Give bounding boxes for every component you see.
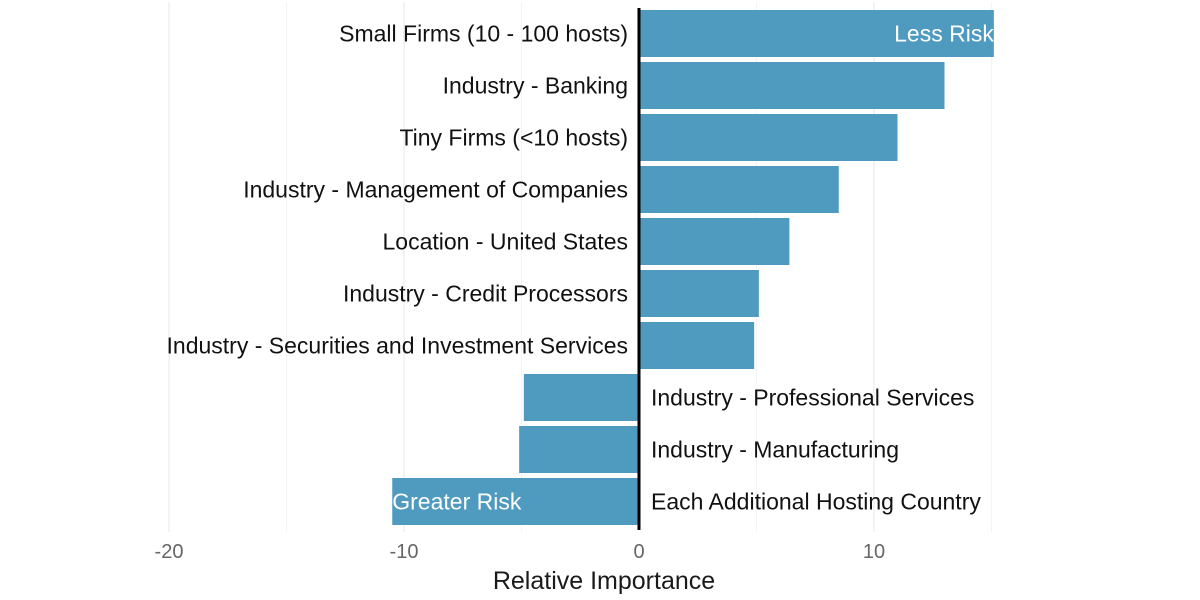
x-tick-label: -10	[390, 541, 419, 563]
category-label: Industry - Banking	[443, 73, 628, 99]
category-label: Industry - Manufacturing	[651, 437, 899, 463]
risk-annotation: Less Risk	[894, 21, 994, 47]
bar	[523, 374, 639, 421]
bar	[639, 218, 790, 265]
category-label: Industry - Professional Services	[651, 385, 974, 411]
risk-annotation: Greater Risk	[392, 489, 522, 515]
annotations: Less Risk Greater Risk	[392, 21, 994, 515]
category-label: Industry - Credit Processors	[343, 281, 628, 307]
x-tick-label: -20	[155, 541, 184, 563]
category-label: Small Firms (10 - 100 hosts)	[339, 21, 628, 47]
bar	[639, 270, 759, 317]
bars	[392, 10, 994, 525]
bar	[639, 114, 898, 161]
category-label: Each Additional Hosting Country	[651, 489, 981, 515]
category-label: Industry - Management of Companies	[243, 177, 628, 203]
bar	[639, 10, 994, 57]
x-tick-label: 0	[633, 541, 644, 563]
bar	[519, 426, 639, 473]
bar	[392, 478, 639, 525]
category-labels: Small Firms (10 - 100 hosts) Industry - B…	[167, 21, 982, 515]
bar	[639, 62, 945, 109]
bar	[639, 166, 839, 213]
x-tick-label: 10	[863, 541, 885, 563]
x-axis-title: Relative Importance	[493, 567, 715, 595]
category-label: Location - United States	[383, 229, 628, 255]
x-axis-ticks: -20 -10 0 10	[155, 541, 886, 563]
bar	[639, 322, 755, 369]
category-label: Tiny Firms (<10 hosts)	[399, 125, 628, 151]
category-label: Industry - Securities and Investment Ser…	[167, 333, 628, 359]
